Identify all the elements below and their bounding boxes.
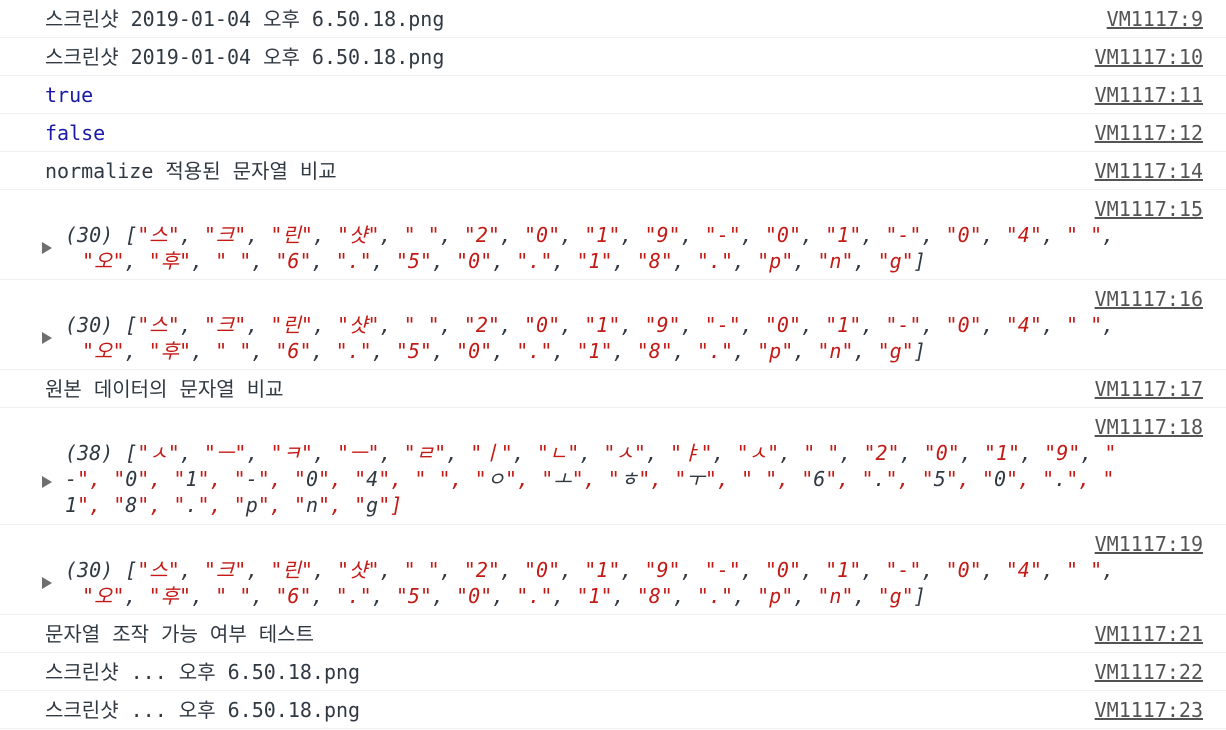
console-array-message: VM1117:18 (38) ["ㅅ", "ㅡ", "ㅋ", "ㅡ", "ㄹ",… — [0, 408, 1226, 525]
log-text: 문자열 조작 가능 여부 테스트 — [45, 622, 314, 646]
source-link[interactable]: VM1117:23 — [1094, 698, 1203, 722]
console-message: normalize 적용된 문자열 비교 VM1117:14 — [0, 152, 1226, 190]
expand-triangle-icon[interactable] — [42, 242, 52, 254]
console-message: 문자열 조작 가능 여부 테스트 VM1117:21 — [0, 615, 1226, 653]
array-line-1: (30) ["스", "크", "린", "샷", " ", "2", "0",… — [65, 223, 1115, 247]
source-link[interactable]: VM1117:21 — [1094, 622, 1203, 646]
array-line-2: "오", "후", " ", "6", ".", "5", "0", ".", … — [45, 338, 1215, 364]
expand-triangle-icon[interactable] — [42, 332, 52, 344]
array-items: "오", "후", " ", "6", ".", "5", "0", ".", … — [82, 249, 926, 273]
expand-triangle-icon[interactable] — [42, 476, 52, 488]
source-link[interactable]: VM1117:12 — [1094, 121, 1203, 145]
array-line-1: (38) ["ㅅ", "ㅡ", "ㅋ", "ㅡ", "ㄹ", "ㅣ", "ㄴ",… — [65, 441, 1117, 465]
log-text: 원본 데이터의 문자열 비교 — [45, 377, 284, 401]
array-line-1: (30) ["스", "크", "린", "샷", " ", "2", "0",… — [65, 558, 1115, 582]
console-message: false VM1117:12 — [0, 114, 1226, 152]
source-link[interactable]: VM1117:17 — [1094, 377, 1203, 401]
source-link[interactable]: VM1117:9 — [1106, 7, 1203, 31]
array-preview[interactable]: (30) ["스", "크", "린", "샷", " ", "2", "0",… — [42, 312, 1215, 364]
source-link[interactable]: VM1117:19 — [1094, 532, 1203, 556]
array-items: 1", "8", ".", "p", "n", "g"] — [65, 493, 403, 517]
array-preview[interactable]: (38) ["ㅅ", "ㅡ", "ㅋ", "ㅡ", "ㄹ", "ㅣ", "ㄴ",… — [42, 440, 1215, 518]
source-link[interactable]: VM1117:15 — [1094, 197, 1203, 221]
console-array-message: VM1117:16 (30) ["스", "크", "린", "샷", " ",… — [0, 280, 1226, 370]
console-message: 원본 데이터의 문자열 비교 VM1117:17 — [0, 370, 1226, 408]
array-line-2: "오", "후", " ", "6", ".", "5", "0", ".", … — [45, 248, 1215, 274]
array-line-3: 1", "8", ".", "p", "n", "g"] — [45, 492, 1215, 518]
console-message: 스크린샷 2019-01-04 오후 6.50.18.png VM1117:10 — [0, 38, 1226, 76]
array-preview[interactable]: (30) ["스", "크", "린", "샷", " ", "2", "0",… — [42, 222, 1215, 274]
array-items: ["스", "크", "린", "샷", " ", "2", "0", "1",… — [125, 558, 1115, 582]
console-message: 스크린샷 ... 오후 6.50.18.png VM1117:22 — [0, 653, 1226, 691]
array-line-1: (30) ["스", "크", "린", "샷", " ", "2", "0",… — [65, 313, 1115, 337]
console-message: true VM1117:11 — [0, 76, 1226, 114]
log-text: 스크린샷 2019-01-04 오후 6.50.18.png — [45, 45, 445, 69]
log-boolean: true — [45, 83, 94, 107]
array-items: "오", "후", " ", "6", ".", "5", "0", ".", … — [82, 339, 926, 363]
log-text: 스크린샷 ... 오후 6.50.18.png — [45, 698, 361, 722]
console-message: 스크린샷 2019-01-04 오후 6.50.18.png VM1117:9 — [0, 0, 1226, 38]
log-boolean: false — [45, 121, 106, 145]
array-items: ["스", "크", "린", "샷", " ", "2", "0", "1",… — [125, 223, 1115, 247]
console-array-message: VM1117:15 (30) ["스", "크", "린", "샷", " ",… — [0, 190, 1226, 280]
log-text: 스크린샷 ... 오후 6.50.18.png — [45, 660, 361, 684]
console-message: 스크린샷 ... 오후 6.50.18.png VM1117:23 — [0, 691, 1226, 729]
source-link[interactable]: VM1117:11 — [1094, 83, 1203, 107]
source-link[interactable]: VM1117:10 — [1094, 45, 1203, 69]
array-preview[interactable]: (30) ["스", "크", "린", "샷", " ", "2", "0",… — [42, 557, 1215, 609]
array-line-2: -", "0", "1", "-", "0", "4", " ", "ㅇ", "… — [45, 466, 1215, 492]
array-line-2: "오", "후", " ", "6", ".", "5", "0", ".", … — [45, 583, 1215, 609]
console-array-message: VM1117:19 (30) ["스", "크", "린", "샷", " ",… — [0, 525, 1226, 615]
source-link[interactable]: VM1117:14 — [1094, 159, 1203, 183]
log-text: normalize 적용된 문자열 비교 — [45, 159, 337, 183]
array-items: ["ㅅ", "ㅡ", "ㅋ", "ㅡ", "ㄹ", "ㅣ", "ㄴ", "ㅅ",… — [125, 441, 1117, 465]
array-items: -", "0", "1", "-", "0", "4", " ", "ㅇ", "… — [65, 467, 1115, 491]
source-link[interactable]: VM1117:22 — [1094, 660, 1203, 684]
log-text: 스크린샷 2019-01-04 오후 6.50.18.png — [45, 7, 445, 31]
expand-triangle-icon[interactable] — [42, 577, 52, 589]
source-link[interactable]: VM1117:16 — [1094, 287, 1203, 311]
array-items: "오", "후", " ", "6", ".", "5", "0", ".", … — [82, 584, 926, 608]
source-link[interactable]: VM1117:18 — [1094, 415, 1203, 439]
array-items: ["스", "크", "린", "샷", " ", "2", "0", "1",… — [125, 313, 1115, 337]
